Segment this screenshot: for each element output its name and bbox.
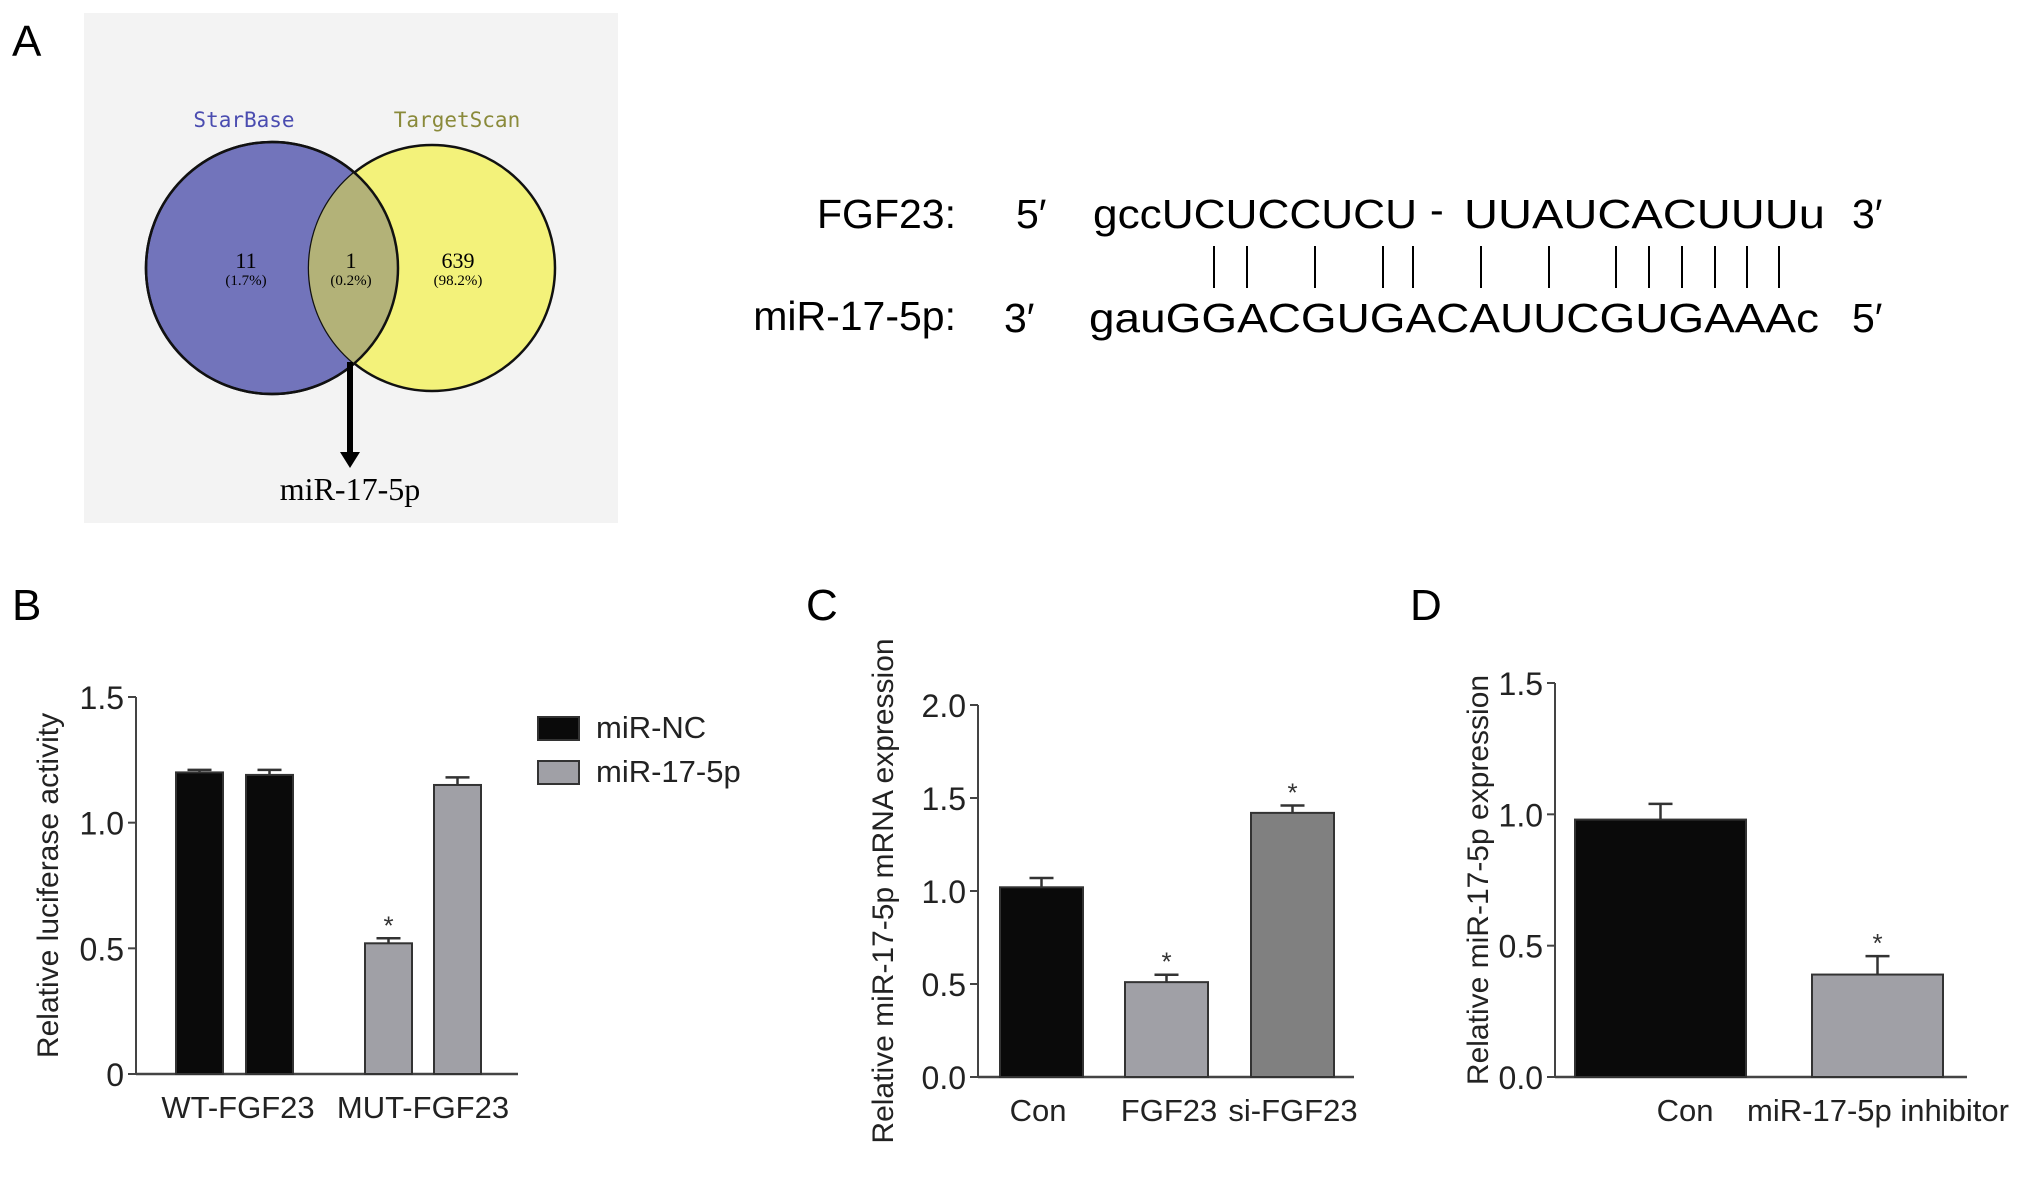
y-tick-label: 2.0 (922, 688, 966, 724)
x-category-label: Con (1010, 1093, 1067, 1128)
y-tick-label: 0 (106, 1057, 124, 1093)
venn-percent-targetscan: (98.2%) (434, 273, 483, 289)
x-category-label: si-FGF23 (1228, 1093, 1357, 1128)
legend-label: miR-17-5p (596, 754, 741, 789)
y-axis-label: Relative miR-17-5p mRNA expression (867, 638, 900, 1143)
bar (245, 773, 294, 1075)
bar (1574, 818, 1747, 1078)
venn-count-overlap: 1 (346, 248, 357, 273)
bar (364, 942, 413, 1075)
panel-label-d: D (1410, 581, 1442, 630)
mir-5prime: 5′ (1852, 295, 1883, 341)
fgf23-label: FGF23: (817, 191, 956, 237)
mir-3prime: 3′ (1004, 295, 1035, 341)
significance-marker: * (1161, 947, 1171, 977)
significance-marker: * (1287, 777, 1297, 807)
chart-b-luciferase: 0 0.5 1.0 1.5 Relative luciferase activity * W… (32, 680, 741, 1125)
fgf23-5prime: 5′ (1016, 191, 1047, 237)
base-pair-lines (1213, 246, 1780, 288)
venn-label-starbase: StarBase (193, 108, 294, 132)
y-tick-label: 1.0 (922, 874, 966, 910)
arrow-head-icon (340, 452, 360, 468)
bar (1124, 981, 1209, 1079)
bar (999, 886, 1084, 1079)
y-tick-label: 0.5 (80, 931, 124, 967)
venn-result-label: miR-17-5p (280, 471, 420, 507)
x-category-label: miR-17-5p inhibitor (1747, 1093, 2009, 1128)
venn-label-targetscan: TargetScan (394, 108, 520, 132)
chart-c-mrna-expression: 0.0 0.5 1.0 1.5 2.0 Relative miR-17-5p mRNA e… (867, 638, 1358, 1143)
bar (175, 771, 224, 1076)
venn-circle-starbase-outline (144, 140, 400, 396)
fgf23-3prime: 3′ (1852, 191, 1883, 237)
fgf23-seq-part1: gccUCUCCUCU (1093, 191, 1417, 237)
y-tick-label: 1.5 (1499, 666, 1543, 702)
bar (1811, 973, 1944, 1078)
y-tick-label: 1.5 (922, 781, 966, 817)
venn-percent-starbase: (1.7%) (225, 273, 266, 289)
y-axis-label: Relative luciferase activity (32, 713, 65, 1058)
fgf23-seq-part2: UUAUCACUUUu (1464, 191, 1825, 237)
x-category-label: WT-FGF23 (161, 1090, 314, 1125)
significance-marker: * (1872, 928, 1882, 958)
y-tick-label: 0.5 (922, 967, 966, 1003)
venn-percent-overlap: (0.2%) (330, 273, 371, 289)
panel-label-a: A (12, 17, 42, 66)
y-tick-label: 0.0 (1499, 1060, 1543, 1096)
y-tick-label: 1.0 (1499, 797, 1543, 833)
fgf23-gap: - (1430, 187, 1444, 233)
y-axis-label: Relative miR-17-5p expression (1462, 675, 1495, 1085)
panel-label-b: B (12, 581, 41, 630)
mir-label: miR-17-5p: (753, 293, 956, 339)
sequence-alignment: FGF23: 5′ gccUCUCCUCU - UUAUCACUUUu 3′ m… (753, 187, 1882, 341)
x-category-label: MUT-FGF23 (337, 1090, 509, 1125)
significance-marker: * (383, 910, 393, 940)
x-category-label: FGF23 (1121, 1093, 1217, 1128)
legend-swatch (537, 760, 580, 785)
venn-overlap (309, 145, 398, 391)
y-tick-label: 1.0 (80, 806, 124, 842)
venn-count-starbase: 11 (235, 248, 256, 273)
legend-swatch (537, 716, 580, 741)
mir-seq: gauGGACGUGACAUUCGUGAAAc (1089, 295, 1819, 341)
panel-label-c: C (806, 581, 838, 630)
venn-count-targetscan: 639 (442, 248, 475, 273)
venn-diagram: StarBase TargetScan 11 (1.7%) 1 (0.2%) 6… (84, 13, 618, 523)
y-tick-label: 0.0 (922, 1060, 966, 1096)
bar (1250, 811, 1335, 1078)
y-tick-label: 1.5 (80, 680, 124, 716)
legend-label: miR-NC (596, 710, 706, 745)
bar (433, 783, 482, 1075)
y-tick-label: 0.5 (1499, 929, 1543, 965)
x-category-label: Con (1657, 1093, 1714, 1128)
